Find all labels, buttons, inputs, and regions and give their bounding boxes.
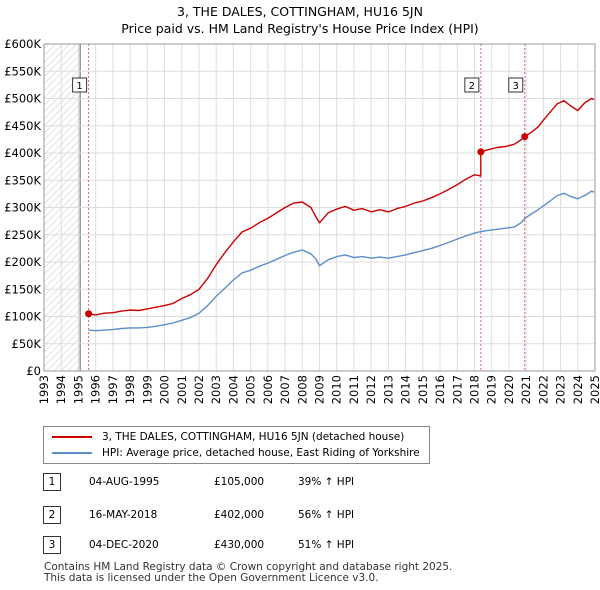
sale-label-box bbox=[464, 77, 480, 93]
sale-point bbox=[477, 148, 485, 156]
footer-licence: This data is licensed under the Open Gov… bbox=[44, 572, 379, 584]
x-tick-label: 2009 bbox=[313, 375, 327, 404]
x-tick-label: 2021 bbox=[519, 375, 533, 404]
chart-legend: 3, THE DALES, COTTINGHAM, HU16 5JN (deta… bbox=[43, 426, 430, 464]
x-tick-label: 2004 bbox=[226, 375, 240, 404]
sale-label-box bbox=[508, 77, 524, 93]
x-tick-label: 2018 bbox=[467, 375, 481, 404]
y-tick-label: £300K bbox=[4, 201, 41, 215]
y-tick-label: £0 bbox=[26, 364, 41, 378]
y-tick-label: £350K bbox=[4, 173, 41, 187]
y-tick-label: £200K bbox=[4, 255, 41, 269]
x-tick-label: 1994 bbox=[54, 375, 68, 404]
y-tick-label: £400K bbox=[4, 146, 41, 160]
legend-swatch-property bbox=[52, 436, 92, 438]
x-tick-label: 2023 bbox=[554, 375, 568, 404]
y-tick-label: £100K bbox=[4, 310, 41, 324]
chart-subtitle: Price paid vs. HM Land Registry's House … bbox=[121, 21, 479, 36]
x-tick-label: 2003 bbox=[209, 375, 223, 404]
x-tick-label: 1996 bbox=[89, 375, 103, 404]
footer-copyright: Contains HM Land Registry data © Crown c… bbox=[44, 561, 453, 573]
plot-frame bbox=[43, 43, 596, 372]
x-tick-label: 2020 bbox=[502, 375, 516, 404]
x-tick-label: 2013 bbox=[381, 375, 395, 404]
x-tick-label: 2000 bbox=[158, 375, 172, 404]
x-tick-label: 2007 bbox=[278, 375, 292, 404]
x-tick-label: 2016 bbox=[433, 375, 447, 404]
x-tick-label: 2011 bbox=[347, 375, 361, 404]
hpi-series-line bbox=[88, 190, 595, 332]
transaction-hpi-change: 51% ↑ HPI bbox=[298, 539, 355, 551]
y-tick-label: £250K bbox=[4, 228, 41, 242]
sale-point bbox=[85, 310, 93, 318]
x-tick-label: 2019 bbox=[485, 375, 499, 404]
transaction-price: £105,000 bbox=[214, 476, 265, 488]
sale-label-text: 3 bbox=[513, 81, 519, 92]
legend-item-hpi: HPI: Average price, detached house, East… bbox=[52, 445, 420, 461]
transaction-date: 04-AUG-1995 bbox=[89, 476, 160, 488]
legend-swatch-hpi bbox=[52, 452, 92, 454]
sale-label-text: 2 bbox=[469, 81, 475, 92]
x-tick-label: 1999 bbox=[140, 375, 154, 404]
x-tick-label: 2002 bbox=[192, 375, 206, 404]
x-tick-label: 2010 bbox=[330, 375, 344, 404]
y-tick-label: £50K bbox=[12, 337, 42, 351]
transaction-date: 16-MAY-2018 bbox=[89, 509, 158, 521]
transaction-number: 1 bbox=[43, 473, 61, 491]
y-tick-label: £150K bbox=[4, 282, 41, 296]
x-tick-label: 2012 bbox=[364, 375, 378, 404]
x-tick-label: 2017 bbox=[450, 375, 464, 404]
transaction-number: 3 bbox=[43, 536, 61, 554]
x-tick-label: 2005 bbox=[244, 375, 258, 404]
transaction-date: 04-DEC-2020 bbox=[89, 539, 159, 551]
x-tick-label: 2006 bbox=[261, 375, 275, 404]
y-tick-label: £600K bbox=[4, 37, 41, 51]
y-tick-label: £550K bbox=[4, 64, 41, 78]
x-tick-label: 2014 bbox=[399, 375, 413, 404]
sale-point bbox=[521, 133, 529, 141]
transaction-number: 2 bbox=[43, 506, 61, 524]
legend-item-property: 3, THE DALES, COTTINGHAM, HU16 5JN (deta… bbox=[52, 429, 404, 445]
x-tick-label: 2024 bbox=[571, 375, 585, 404]
transaction-hpi-change: 56% ↑ HPI bbox=[298, 509, 355, 521]
x-tick-label: 2008 bbox=[295, 375, 309, 404]
y-tick-label: £500K bbox=[4, 92, 41, 106]
x-tick-label: 1995 bbox=[71, 375, 85, 404]
legend-label-property: 3, THE DALES, COTTINGHAM, HU16 5JN (deta… bbox=[102, 431, 405, 443]
x-tick-label: 1998 bbox=[123, 375, 137, 404]
sale-label-box bbox=[72, 77, 88, 93]
price-chart: 1 2 3 £0 £50K £100K £150K £200K £250K £300K £350K… bbox=[4, 37, 600, 404]
x-tick-label: 2022 bbox=[536, 375, 550, 404]
transaction-price: £402,000 bbox=[214, 509, 265, 521]
sale-label-text: 1 bbox=[76, 81, 82, 92]
y-tick-label: £450K bbox=[4, 119, 41, 133]
transaction-price: £430,000 bbox=[214, 539, 265, 551]
transaction-hpi-change: 39% ↑ HPI bbox=[298, 476, 355, 488]
legend-label-hpi: HPI: Average price, detached house, East… bbox=[102, 447, 420, 459]
x-tick-label: 1993 bbox=[37, 375, 51, 404]
x-tick-label: 2015 bbox=[416, 375, 430, 404]
x-tick-label: 1997 bbox=[106, 375, 120, 404]
x-tick-label: 2001 bbox=[175, 375, 189, 404]
x-tick-label: 2025 bbox=[588, 375, 600, 404]
chart-title: 3, THE DALES, COTTINGHAM, HU16 5JN bbox=[177, 4, 423, 19]
